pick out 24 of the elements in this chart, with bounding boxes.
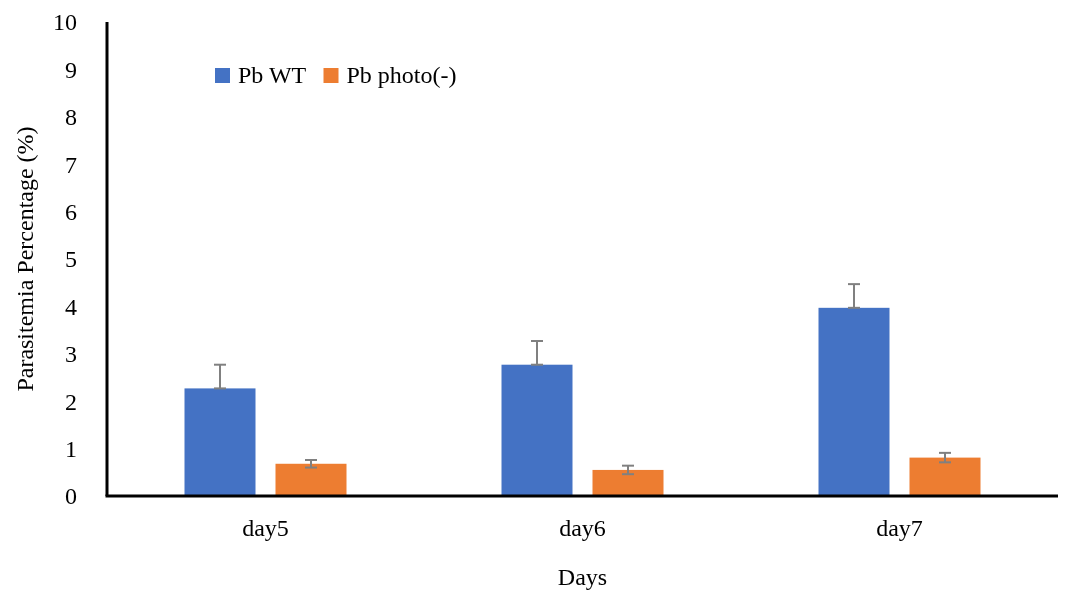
y-tick-label: 0 [65, 483, 77, 510]
x-tick-label: day6 [559, 515, 606, 541]
y-tick-label: 2 [65, 388, 77, 415]
y-tick-label: 7 [65, 151, 77, 178]
bar [818, 307, 890, 496]
legend-label: Pb WT [238, 62, 307, 89]
bar [275, 463, 347, 496]
y-tick-label: 6 [65, 199, 77, 225]
bar [909, 457, 981, 496]
y-tick-label: 1 [65, 436, 77, 462]
y-tick-label: 3 [65, 341, 77, 368]
y-axis-title: Parasitemia Percentage (%) [12, 126, 38, 392]
bar [501, 364, 573, 496]
x-axis-title: Days [557, 564, 608, 590]
x-tick-label: day5 [242, 515, 289, 541]
y-tick-label: 4 [65, 293, 77, 320]
y-tick-label: 9 [65, 56, 77, 83]
y-tick-label: 5 [65, 246, 77, 273]
bar [592, 469, 664, 496]
bar [184, 388, 256, 496]
y-tick-label: 10 [53, 9, 77, 36]
x-tick-label: day7 [876, 515, 923, 541]
y-tick-label: 8 [65, 104, 77, 131]
legend-label: Pb photo(-) [346, 62, 457, 89]
